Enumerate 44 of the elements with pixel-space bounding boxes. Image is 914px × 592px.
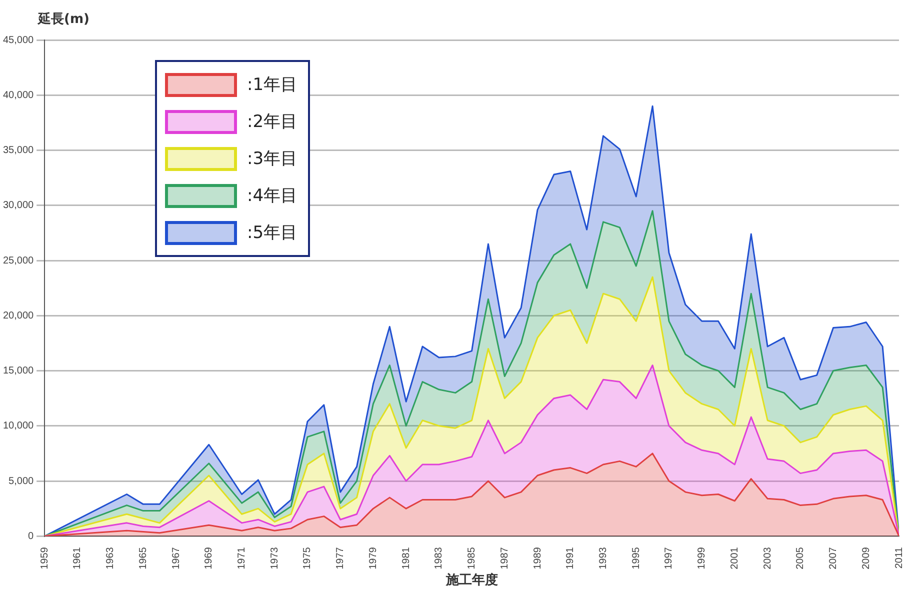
y-tick-label: 0 <box>28 530 34 542</box>
x-tick-label: 2005 <box>795 546 806 570</box>
x-tick-label: 1975 <box>302 546 314 570</box>
x-tick-label: 2001 <box>729 546 740 570</box>
y-axis-title: 延長(m) <box>37 12 90 27</box>
y-tick-label: 45,000 <box>2 34 34 46</box>
legend-label: :5年目 <box>247 222 298 244</box>
x-tick-label: 1977 <box>335 546 346 570</box>
x-tick-label: 1963 <box>105 546 116 570</box>
x-tick-label: 2007 <box>828 546 840 570</box>
x-tick-label: 1973 <box>269 546 280 570</box>
x-tick-label: 1979 <box>368 546 379 570</box>
x-tick-label: 1971 <box>236 546 248 570</box>
y-tick-label: 25,000 <box>2 255 34 266</box>
x-axis-title: 施工年度 <box>444 572 498 587</box>
legend-label: :4年目 <box>247 185 298 207</box>
x-tick-label: 1987 <box>499 546 510 570</box>
y-tick-label: 15,000 <box>2 366 34 377</box>
x-tick-label: 1981 <box>400 546 412 570</box>
legend-label: :1年目 <box>247 74 298 96</box>
x-tick-label: 2011 <box>894 546 905 569</box>
x-tick-label: 1993 <box>598 546 609 570</box>
y-tick-label: 30,000 <box>2 200 34 212</box>
y-tick-label: 10,000 <box>2 420 34 432</box>
x-tick-label: 1961 <box>72 546 84 570</box>
x-tick-label: 1969 <box>204 546 215 570</box>
x-tick-label: 1985 <box>466 546 478 570</box>
x-tick-label: 1995 <box>630 546 642 570</box>
x-tick-label: 1991 <box>565 546 576 570</box>
y-tick-label: 20,000 <box>2 310 34 322</box>
x-tick-label: 1983 <box>434 546 445 570</box>
x-tick-label: 1989 <box>532 546 544 570</box>
y-tick-label: 40,000 <box>2 90 34 101</box>
x-tick-label: 2009 <box>860 546 872 570</box>
legend-label: :2年目 <box>247 111 298 133</box>
x-tick-label: 2003 <box>762 546 774 570</box>
y-tick-label: 35,000 <box>2 145 34 156</box>
x-tick-label: 1965 <box>138 546 149 570</box>
y-tick-label: 5,000 <box>8 476 34 487</box>
x-tick-label: 1997 <box>664 546 675 570</box>
x-tick-label: 1967 <box>170 546 182 570</box>
x-tick-label: 1959 <box>39 546 50 570</box>
legend-label: :3年目 <box>247 148 298 170</box>
x-tick-label: 1999 <box>696 546 708 570</box>
